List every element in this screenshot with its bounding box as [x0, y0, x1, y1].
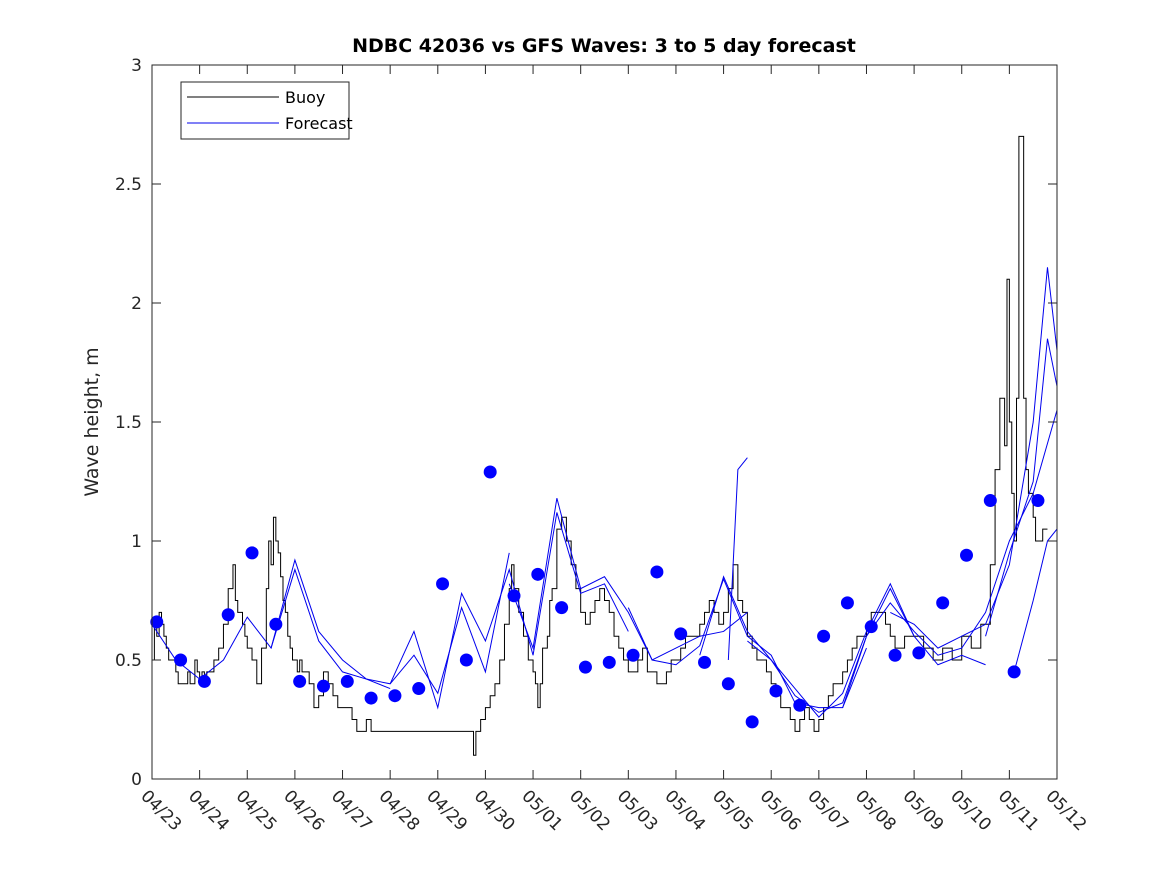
y-tick-label: 1 — [131, 532, 142, 552]
forecast-marker — [1007, 665, 1021, 679]
forecast-marker — [555, 601, 569, 615]
forecast-run-line-10 — [1013, 528, 1058, 673]
legend: Buoy Forecast — [180, 81, 353, 140]
forecast-marker — [626, 648, 640, 662]
forecast-marker — [602, 655, 616, 669]
forecast-run-line-6 — [747, 582, 986, 718]
forecast-marker — [912, 646, 926, 660]
plot-content — [150, 135, 1058, 756]
forecast-marker — [507, 589, 521, 603]
forecast-marker — [983, 494, 997, 508]
forecast-marker — [936, 596, 950, 610]
y-axis-label: Wave height, m — [81, 347, 103, 496]
forecast-marker — [459, 653, 473, 667]
y-tick-label: 1.5 — [115, 413, 142, 433]
forecast-run-line-5 — [699, 575, 915, 713]
plot-area — [152, 65, 1057, 779]
forecast-marker — [817, 629, 831, 643]
forecast-marker — [340, 674, 354, 688]
y-tick-label: 0.5 — [115, 651, 142, 671]
y-tick-label: 3 — [131, 56, 142, 76]
forecast-marker — [793, 698, 807, 712]
forecast-marker — [483, 465, 497, 479]
forecast-marker — [698, 655, 712, 669]
forecast-marker — [364, 691, 378, 705]
forecast-marker — [412, 682, 426, 696]
forecast-marker — [531, 567, 545, 581]
forecast-marker — [888, 648, 902, 662]
forecast-run-line-2 — [389, 512, 629, 710]
forecast-marker — [174, 653, 188, 667]
forecast-marker — [864, 620, 878, 634]
y-tick-label: 2.5 — [115, 175, 142, 195]
chart-title: NDBC 42036 vs GFS Waves: 3 to 5 day fore… — [352, 35, 856, 57]
forecast-marker — [221, 608, 235, 622]
forecast-marker — [197, 674, 211, 688]
forecast-run-line-4 — [627, 577, 867, 709]
forecast-marker — [316, 679, 330, 693]
forecast-marker — [769, 684, 783, 698]
forecast-marker — [960, 548, 973, 562]
forecast-run-line-3 — [508, 498, 748, 661]
forecast-marker — [245, 546, 259, 560]
forecast-marker — [150, 615, 164, 629]
forecast-marker — [436, 577, 450, 591]
forecast-marker — [293, 674, 307, 688]
forecast-marker — [1031, 494, 1045, 508]
forecast-marker — [269, 617, 283, 631]
forecast-marker — [721, 677, 735, 691]
forecast-marker — [650, 565, 664, 579]
forecast-marker — [578, 660, 592, 674]
legend-forecast-label: Forecast — [285, 114, 353, 133]
forecast-run-line-11 — [727, 457, 748, 661]
legend-box — [180, 81, 350, 140]
forecast-marker — [745, 715, 759, 729]
legend-buoy-label: Buoy — [285, 88, 325, 107]
forecast-marker — [388, 689, 402, 703]
y-tick-label: 0 — [131, 770, 142, 790]
forecast-marker — [674, 627, 688, 641]
forecast-run-line-9 — [985, 338, 1058, 637]
forecast-marker — [840, 596, 854, 610]
forecast-run-line-8 — [890, 267, 1058, 649]
y-tick-label: 2 — [131, 294, 142, 314]
